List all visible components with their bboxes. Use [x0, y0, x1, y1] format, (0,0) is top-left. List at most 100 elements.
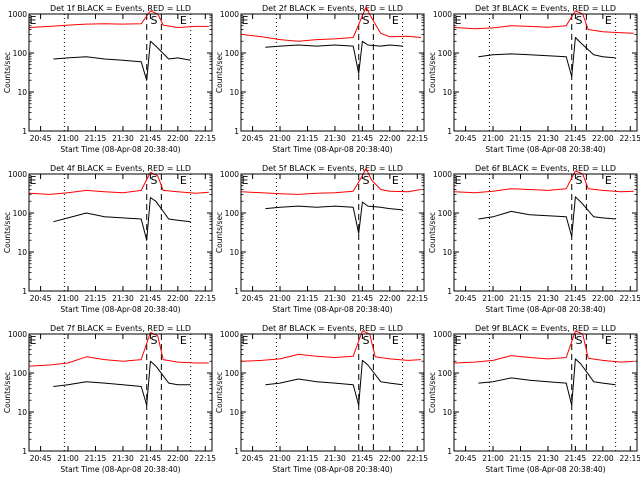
region-label: E — [455, 334, 462, 347]
x-tick-label: 21:00 — [57, 294, 79, 303]
x-tick-label: 21:30 — [537, 134, 559, 143]
region-label: S — [363, 334, 370, 347]
y-tick-label: 1000 — [220, 330, 239, 339]
x-tick-label: 21:15 — [510, 454, 532, 463]
series-line-events — [478, 196, 616, 237]
x-tick-label: 20:45 — [30, 294, 52, 303]
x-tick-label: 22:00 — [592, 294, 614, 303]
y-axis-label: Counts/sec — [428, 212, 437, 253]
region-label: E — [30, 174, 37, 187]
series-line-lld — [29, 171, 209, 195]
series-line-events — [478, 37, 616, 77]
y-tick-label: 1000 — [220, 170, 239, 179]
y-tick-label: 10 — [229, 408, 239, 417]
x-tick-label: 22:15 — [406, 294, 428, 303]
panel-8: Det 8f BLACK = Events, RED = LLD Counts/s… — [215, 324, 428, 474]
series-line-events — [265, 359, 403, 406]
region-label: S — [363, 14, 370, 27]
y-tick-label: 100 — [225, 369, 240, 378]
x-tick-label: 22:00 — [167, 294, 189, 303]
x-tick-label: 21:30 — [324, 134, 346, 143]
x-tick-label: 22:00 — [592, 454, 614, 463]
y-tick-label: 1000 — [220, 10, 239, 19]
series-line-lld — [241, 6, 421, 42]
x-tick-label: 20:45 — [455, 134, 477, 143]
x-tick-label: 20:45 — [30, 454, 52, 463]
region-label: E — [392, 14, 399, 27]
x-tick-label: 21:45 — [140, 454, 162, 463]
x-tick-label: 20:45 — [242, 134, 264, 143]
x-tick-label: 21:00 — [482, 454, 504, 463]
region-label: S — [363, 174, 370, 187]
x-tick-label: 22:15 — [194, 134, 216, 143]
y-tick-label: 100 — [438, 369, 453, 378]
plot-frame — [453, 333, 638, 452]
x-tick-label: 20:45 — [30, 134, 52, 143]
x-tick-label: 20:45 — [455, 294, 477, 303]
y-tick-label: 1000 — [8, 170, 27, 179]
series-line-lld — [241, 330, 421, 362]
plot-frame — [240, 333, 425, 452]
x-tick-label: 20:45 — [242, 294, 264, 303]
x-tick-label: 21:00 — [269, 454, 291, 463]
y-tick-label: 1 — [447, 287, 452, 296]
y-tick-label: 1 — [22, 447, 27, 456]
series-line-events — [53, 197, 191, 241]
x-tick-label: 20:45 — [242, 454, 264, 463]
y-tick-label: 10 — [442, 248, 452, 257]
x-axis-label: Start Time (08-Apr-08 20:38:40) — [60, 145, 180, 154]
x-axis-label: Start Time (08-Apr-08 20:38:40) — [485, 465, 605, 474]
x-tick-label: 21:00 — [482, 134, 504, 143]
x-tick-label: 22:15 — [619, 294, 640, 303]
y-tick-label: 1 — [22, 287, 27, 296]
plot-frame — [28, 13, 213, 132]
y-tick-label: 100 — [13, 369, 28, 378]
series-line-events — [265, 201, 403, 234]
x-tick-label: 21:15 — [510, 134, 532, 143]
y-tick-label: 1 — [22, 127, 27, 136]
y-axis-label: Counts/sec — [3, 52, 12, 93]
series-line-events — [478, 358, 616, 406]
x-tick-label: 22:15 — [619, 134, 640, 143]
region-label: S — [151, 174, 158, 187]
panel-1: Det 1f BLACK = Events, RED = LLD Counts/s… — [3, 4, 216, 154]
x-axis-label: Start Time (08-Apr-08 20:38:40) — [485, 145, 605, 154]
series-line-lld — [454, 170, 634, 194]
region-label: E — [180, 174, 187, 187]
x-tick-label: 21:00 — [269, 294, 291, 303]
chart-title: Det 8f BLACK = Events, RED = LLD — [262, 324, 403, 333]
region-label: E — [242, 14, 249, 27]
x-tick-label: 21:45 — [352, 134, 374, 143]
x-axis-label: Start Time (08-Apr-08 20:38:40) — [272, 305, 392, 314]
y-axis-label: Counts/sec — [428, 372, 437, 413]
x-tick-label: 21:15 — [297, 134, 319, 143]
y-axis-label: Counts/sec — [3, 212, 12, 253]
x-tick-label: 21:45 — [140, 294, 162, 303]
y-tick-label: 10 — [17, 408, 27, 417]
y-tick-label: 1 — [234, 287, 239, 296]
x-tick-label: 21:30 — [112, 294, 134, 303]
x-tick-label: 22:15 — [406, 134, 428, 143]
plot-frame — [240, 173, 425, 292]
y-tick-label: 100 — [438, 49, 453, 58]
y-tick-label: 10 — [442, 88, 452, 97]
x-tick-label: 22:00 — [379, 294, 401, 303]
x-tick-label: 21:45 — [565, 134, 587, 143]
panel-4: Det 4f BLACK = Events, RED = LLD Counts/s… — [3, 164, 216, 314]
series-line-lld — [241, 167, 421, 195]
panel-9: Det 9f BLACK = Events, RED = LLD Counts/s… — [428, 324, 640, 474]
x-tick-label: 21:00 — [482, 294, 504, 303]
y-tick-label: 10 — [442, 408, 452, 417]
chart-title: Det 9f BLACK = Events, RED = LLD — [475, 324, 616, 333]
chart-title: Det 1f BLACK = Events, RED = LLD — [50, 4, 191, 13]
x-tick-label: 21:00 — [269, 134, 291, 143]
panel-3: Det 3f BLACK = Events, RED = LLD Counts/s… — [428, 4, 640, 154]
x-tick-label: 21:45 — [565, 294, 587, 303]
x-tick-label: 22:15 — [194, 294, 216, 303]
x-tick-label: 21:30 — [324, 454, 346, 463]
y-tick-label: 1000 — [8, 330, 27, 339]
region-label: E — [30, 334, 37, 347]
region-label: E — [180, 334, 187, 347]
x-axis-label: Start Time (08-Apr-08 20:38:40) — [272, 465, 392, 474]
